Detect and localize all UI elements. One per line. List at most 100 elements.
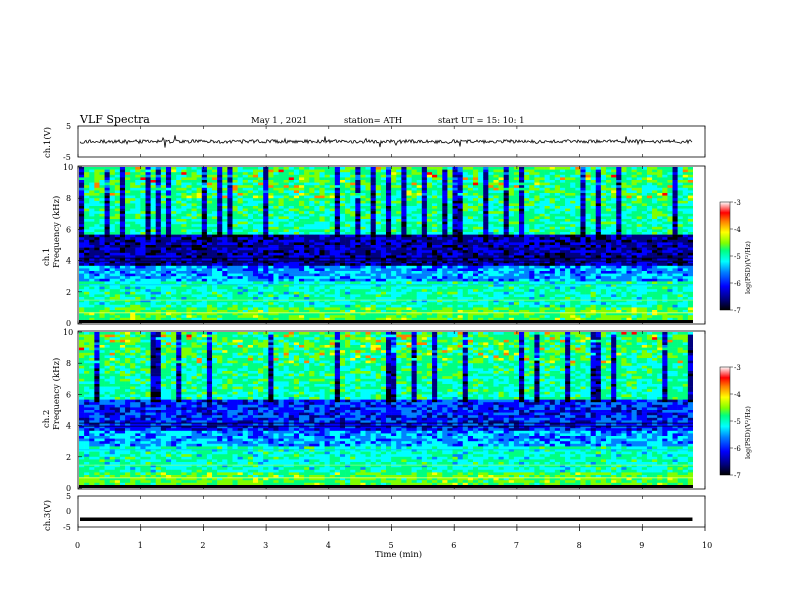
- spectrogram-cell: [109, 167, 116, 170]
- spectrogram-cell: [299, 208, 305, 212]
- spectrogram-cell: [237, 304, 244, 308]
- spectrogram-cell: [268, 193, 274, 196]
- spectrogram-cell: [447, 286, 453, 290]
- spectrogram-cell: [222, 206, 228, 209]
- spectrogram-cell: [109, 252, 116, 256]
- spectrogram-cell: [314, 239, 320, 243]
- spectrogram-cell: [319, 234, 325, 238]
- spectrogram-cell: [176, 263, 182, 267]
- spectrogram-cell: [432, 294, 438, 298]
- spectrogram-cell: [212, 232, 218, 235]
- spectrogram-cell: [437, 221, 443, 225]
- spectrogram-cell: [483, 167, 489, 170]
- spectrogram-cell: [411, 284, 417, 287]
- spectrogram-cell: [365, 250, 371, 254]
- spectrogram-cell: [283, 242, 290, 246]
- spectrogram-cell: [160, 315, 167, 319]
- spectrogram-cell: [345, 317, 351, 321]
- spectrogram-cell: [488, 229, 494, 233]
- spectrogram-cell: [360, 219, 366, 222]
- spectrogram-cell: [84, 193, 90, 196]
- spectrogram-cell: [94, 234, 100, 238]
- spectrogram-cell: [145, 208, 151, 212]
- spectrogram-cell: [472, 260, 479, 264]
- spectrogram-cell: [222, 304, 228, 308]
- spectrogram-cell: [355, 208, 361, 212]
- spectrogram-cell: [478, 258, 484, 261]
- spectrogram-cell: [467, 294, 474, 298]
- spectrogram-cell: [119, 294, 126, 298]
- spectrogram-cell: [426, 229, 433, 233]
- spectrogram-cell: [288, 239, 295, 243]
- spectrogram-cell: [252, 271, 259, 274]
- spectrogram-cell: [84, 229, 90, 233]
- spectrogram-cell: [288, 195, 295, 199]
- spectrogram-cell: [416, 239, 423, 243]
- spectrogram-cell: [222, 297, 228, 300]
- spectrogram-cell: [94, 216, 100, 220]
- spectrogram-cell: [130, 260, 136, 264]
- spectrogram-cell: [452, 276, 458, 280]
- spectrogram-cell: [217, 294, 223, 298]
- spectrogram-cell: [467, 219, 474, 222]
- spectrogram-cell: [201, 294, 208, 298]
- spectrogram-cell: [365, 297, 371, 300]
- spectrogram-cell: [472, 193, 479, 196]
- spectrogram-cell: [319, 289, 325, 293]
- spectrogram-cell: [79, 180, 85, 183]
- spectrogram-cell: [237, 180, 244, 183]
- spectrogram-cell: [201, 258, 208, 261]
- spectrogram-cell: [452, 224, 458, 228]
- spectrogram-cell: [365, 195, 371, 199]
- spectrogram-cell: [375, 234, 382, 238]
- spectrogram-cell: [278, 310, 284, 313]
- spectrogram-cell: [99, 289, 105, 293]
- spectrogram-cell: [247, 167, 254, 170]
- spectrogram-cell: [268, 250, 274, 254]
- spectrogram-cell: [334, 247, 341, 251]
- spectrogram-cell: [217, 221, 223, 225]
- spectrogram-cell: [370, 247, 377, 251]
- spectrogram-cell: [467, 276, 474, 280]
- spectrogram-cell: [278, 312, 284, 316]
- spectrogram-cell: [355, 263, 361, 267]
- spectrogram-cell: [457, 172, 464, 176]
- spectrogram-cell: [329, 211, 336, 215]
- spectrogram-cell: [478, 242, 484, 246]
- spectrogram-cell: [104, 187, 110, 191]
- spectrogram-cell: [391, 255, 397, 259]
- spectrogram-cell: [140, 229, 146, 233]
- spectrogram-cell: [452, 172, 458, 176]
- spectrogram-cell: [150, 213, 157, 217]
- spectrogram-cell: [104, 250, 110, 254]
- spectrogram-cell: [432, 221, 438, 225]
- spectrogram-cell: [119, 289, 126, 293]
- spectrogram-cell: [263, 193, 269, 196]
- spectrogram-cell: [498, 242, 504, 246]
- spectrogram-cell: [135, 177, 141, 181]
- spectrogram-cell: [498, 276, 504, 280]
- spectrogram-cell: [171, 304, 177, 308]
- spectrogram-cell: [278, 273, 284, 277]
- spectrogram-cell: [125, 312, 131, 316]
- spectrogram-cell: [283, 195, 290, 199]
- spectrogram-cell: [181, 172, 187, 176]
- spectrogram-cell: [493, 294, 499, 298]
- station-label: station= ATH: [344, 116, 402, 126]
- spectrogram-cell: [201, 317, 208, 321]
- spectrogram-cell: [119, 177, 126, 181]
- spectrogram-cell: [263, 317, 269, 321]
- spectrogram-cell: [273, 297, 279, 300]
- spectrogram-cell: [370, 180, 377, 183]
- spectrogram-cell: [222, 260, 228, 264]
- spectrogram-cell: [258, 226, 264, 230]
- spectrogram-cell: [165, 245, 172, 248]
- spectrogram-cell: [119, 182, 126, 186]
- spectrogram-cell: [145, 224, 151, 228]
- spectrogram-cell: [329, 187, 336, 191]
- spectrogram-cell: [386, 302, 392, 306]
- spectrogram-cell: [283, 174, 290, 178]
- spectrogram-cell: [365, 310, 371, 313]
- spectrogram-cell: [416, 245, 423, 248]
- spectrogram-cell: [365, 268, 371, 272]
